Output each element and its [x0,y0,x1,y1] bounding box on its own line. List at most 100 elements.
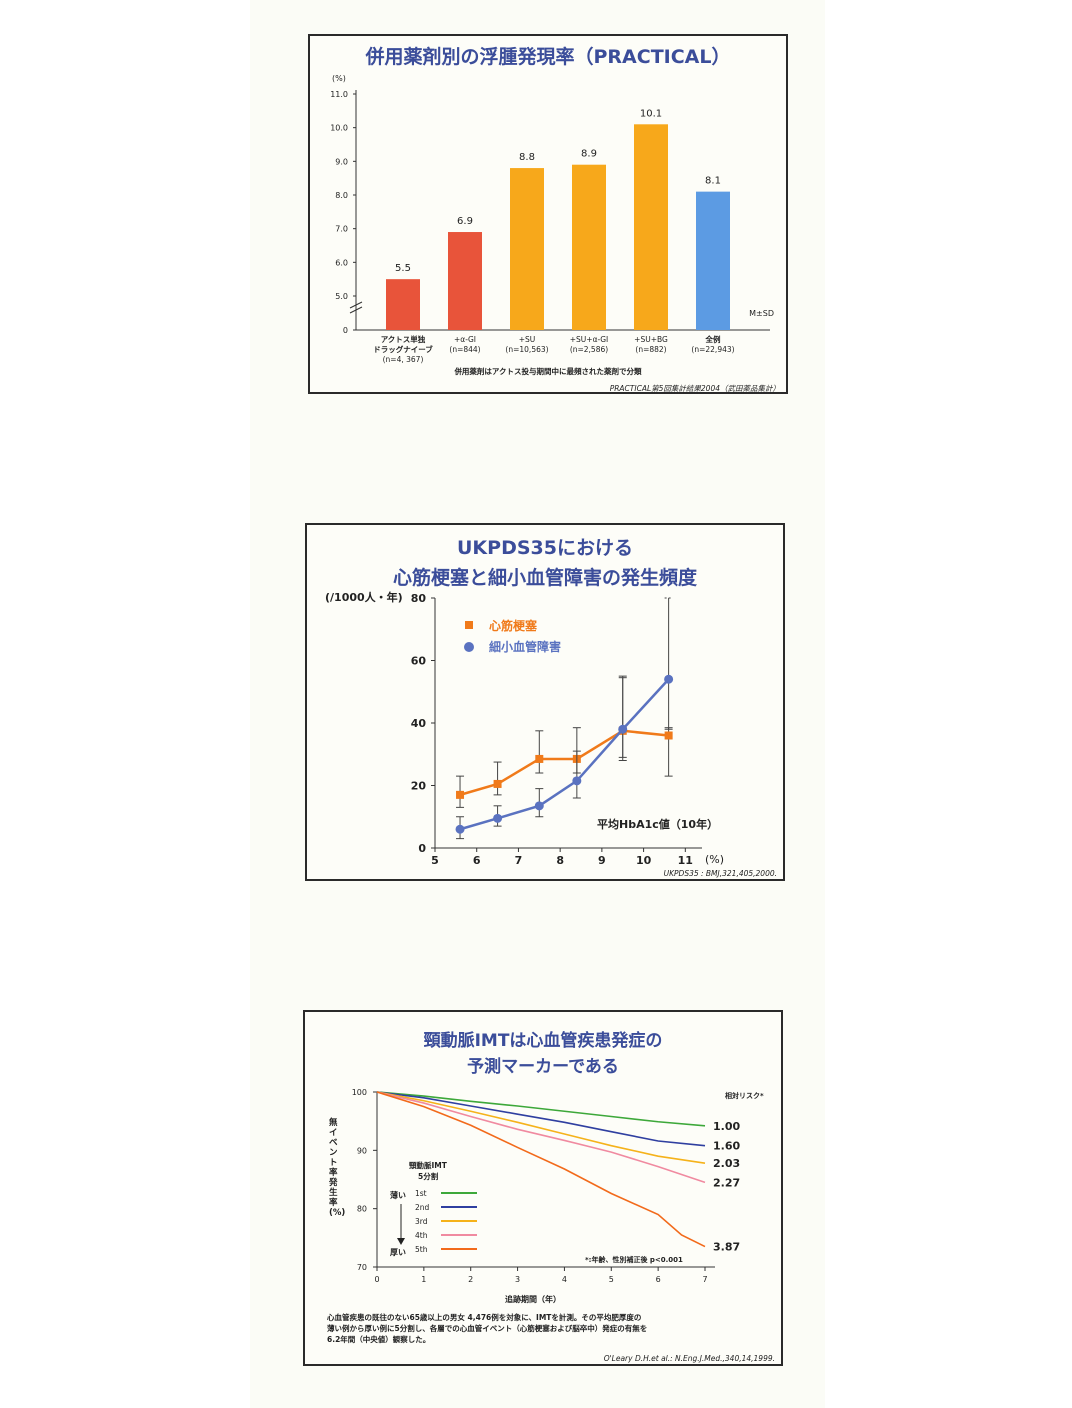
y-tick-label: 10.0 [330,124,348,133]
y-tick-label: 100 [352,1088,367,1097]
x-tick-label: +SU [519,335,536,344]
x-tick-label: (n=4, 367) [383,355,424,364]
line-chart-svg: (/1000人・年) (%) 平均HbA1c値（10年） 心筋梗塞 細小血管障害… [325,590,724,867]
legend-quintile-label: 2nd [415,1203,430,1212]
x-axis-label: 追跡期間（年） [505,1294,561,1304]
data-point-microvascular [534,801,544,811]
y-tick-label: 80 [411,592,427,605]
imt-survival-chart-panel: 頸動脈IMTは心血管疾患発症の 予測マーカーである 無イベント率発生率(%) 追… [303,1010,783,1366]
legend-quintile-label: 3rd [415,1217,428,1226]
ukpds35-line-chart-panel: UKPDS35における 心筋梗塞と細小血管障害の発生頻度 (/1000人・年) … [305,523,785,881]
x-tick-label: 4 [562,1275,567,1284]
data-point-mi [456,790,465,799]
data-point-microvascular [455,824,465,834]
x-tick-label: (n=10,563) [505,345,548,354]
bar-value-label: 6.9 [457,216,473,227]
legend-label-microvascular: 細小血管障害 [489,639,561,654]
series-line [459,729,669,797]
bar-value-label: 5.5 [395,263,411,274]
legend-quintile-label: 1st [415,1189,427,1198]
y-unit-label: (%) [332,74,346,83]
data-point-microvascular [572,776,582,786]
footnote: 併用薬剤はアクトス投与期間中に最頻された薬剤で分類 [454,367,642,376]
data-point-microvascular [618,724,628,734]
chart-title-line2: 予測マーカーである [467,1057,619,1077]
chart-title-line1: UKPDS35における [457,537,633,559]
bar [634,124,668,330]
x-tick-label: アクトス単独 [381,334,426,344]
data-point-mi [664,731,673,740]
bar [448,232,482,330]
study-description: 心血管疾患の既往のない65歳以上の男女 4,476例を対象に、IMTを計測。その… [327,1312,647,1345]
x-tick-label: 6 [656,1275,661,1284]
msd-label: M±SD [749,309,774,318]
y-tick-label: 40 [411,717,427,730]
relative-risk-value: 2.27 [713,1176,740,1189]
relative-risk-value: 1.00 [713,1120,740,1133]
x-tick-label: 7 [702,1275,707,1284]
relative-risk-value: 1.60 [713,1140,740,1153]
y-tick-label: 8.0 [335,191,348,200]
x-tick-label: 10 [636,854,652,867]
y-tick-label: 70 [357,1263,367,1272]
y-tick-label: 9.0 [335,157,348,166]
data-point-microvascular [664,674,674,684]
x-tick-label: 5 [431,854,439,867]
data-point-mi [535,754,544,763]
relative-risk-header: 相対リスク* [725,1091,764,1100]
x-unit-label: (%) [705,853,724,866]
source-citation: PRACTICAL第5回集計結果2004（武田薬品集計） [609,384,780,393]
y-unit-label: (/1000人・年) [325,590,403,604]
y-tick-label: 6.0 [335,258,348,267]
x-tick-label: (n=22,943) [691,345,734,354]
x-tick-label: 5 [609,1275,614,1284]
chart-title: 併用薬剤別の浮腫発現率（PRACTICAL） [365,46,731,68]
legend-marker-microvascular [464,642,474,652]
legend-marker-mi [465,621,473,629]
y-tick-label: 20 [411,780,427,793]
survival-chart-svg: 追跡期間（年） 相対リスク* 頸動脈IMT 5分割 薄い 厚い *:年齢、性別補… [352,1088,764,1304]
x-tick-label: +SU+BG [634,335,668,344]
legend-quintile-label: 5th [415,1245,428,1254]
bar [696,191,730,330]
relative-risk-value: 2.03 [713,1157,740,1170]
x-tick-label: 11 [678,854,693,867]
legend-label-mi: 心筋梗塞 [489,618,538,633]
bar-value-label: 8.1 [705,176,721,187]
y-tick-label: 0 [418,842,426,855]
bar [386,279,420,330]
data-point-mi [493,779,502,788]
bar-chart-svg: (%) M±SD 0 5.0 6.0 7.0 8.0 9.0 10.0 11.0 5.5 アクトス… [330,74,774,364]
x-tick-label: 9 [598,854,606,867]
axis-break-mark [349,301,363,314]
x-tick-label: 1 [421,1275,426,1284]
x-tick-label: 2 [468,1275,473,1284]
x-axis-label: 平均HbA1c値（10年） [597,817,718,831]
legend-title-imt: 頸動脈IMT [409,1160,448,1170]
y-tick-label: 11.0 [330,90,348,99]
relative-risk-value: 3.87 [713,1241,740,1254]
legend-title-quintile: 5分割 [418,1171,439,1181]
bar-value-label: 8.9 [581,149,597,160]
survival-curve-1st [376,1091,706,1127]
y-tick-label: 60 [411,655,427,668]
bar-value-label: 8.8 [519,152,535,163]
description-line: 6.2年間（中央値）観察した。 [327,1335,431,1344]
x-tick-label: +SU+α-GI [570,335,609,344]
x-tick-label: +α-GI [454,335,476,344]
survival-curve-2nd [376,1091,706,1147]
x-tick-label: 8 [556,854,564,867]
edema-rate-bar-chart-panel: 併用薬剤別の浮腫発現率（PRACTICAL） (%) M±SD 0 5.0 6.0 7… [308,34,788,394]
y-tick-label: 7.0 [335,225,348,234]
survival-curve-4th [376,1091,706,1184]
x-tick-label: (n=882) [635,345,666,354]
legend-quintile-label: 4th [415,1231,428,1240]
x-tick-label: (n=844) [449,345,480,354]
thin-label: 薄い [390,1190,406,1200]
x-tick-label: 0 [374,1275,379,1284]
source-citation: UKPDS35 : BMJ,321,405,2000. [663,869,777,878]
x-tick-label: (n=2,586) [570,345,608,354]
data-point-microvascular [493,813,503,823]
description-line: 心血管疾患の既往のない65歳以上の男女 4,476例を対象に、IMTを計測。その… [327,1313,642,1322]
survival-curve-5th [376,1091,706,1248]
